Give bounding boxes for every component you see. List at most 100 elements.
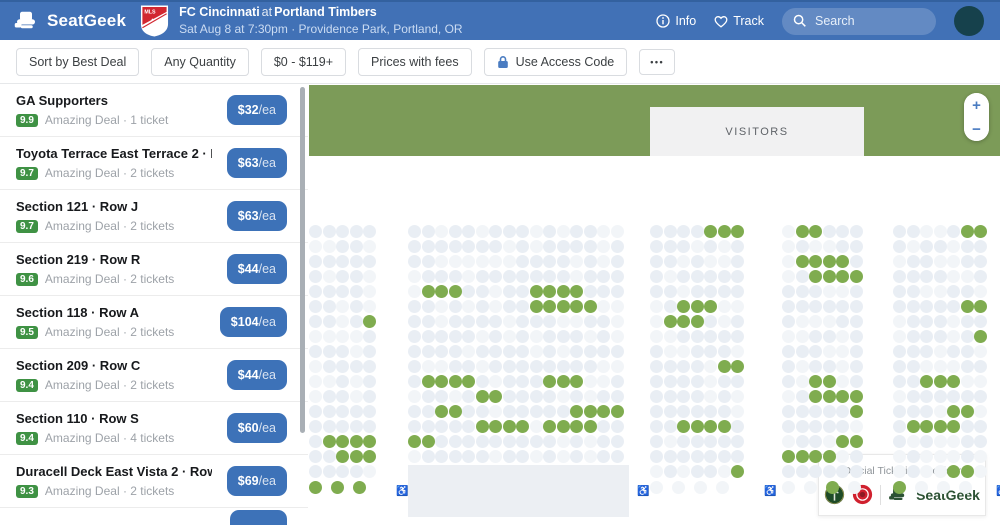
seat-dot[interactable] [836,435,849,448]
seat-dot[interactable] [836,390,849,403]
seat-dot[interactable] [974,330,987,343]
seat-dot[interactable] [349,435,363,448]
seat-dot[interactable] [421,375,435,388]
seat-dot[interactable] [809,225,822,238]
accessible-seat-dot[interactable] [331,481,344,494]
seat-dot[interactable] [947,420,960,433]
seat-dot[interactable] [704,225,717,238]
seat-dot[interactable] [849,405,863,418]
seat-dot[interactable] [435,285,448,298]
accessible-seat-dot[interactable] [353,481,366,494]
seat-dot[interactable] [822,270,836,283]
search-input[interactable]: Search [782,7,936,35]
seat-dot[interactable] [717,225,731,238]
seat-dot[interactable] [717,360,731,373]
seat-dot[interactable] [363,435,376,448]
price-button[interactable]: $60/ea [226,413,287,443]
seat-dot[interactable] [822,390,836,403]
listing-item-4[interactable]: Section 118 · Row A 9.5 Amazing Deal · 2 t… [0,296,308,349]
seat-dot[interactable] [677,420,690,433]
seat-dot[interactable] [489,390,502,403]
seat-dot[interactable] [933,375,947,388]
price-button[interactable]: $63/ea [226,201,287,231]
seat-section-1[interactable] [408,225,629,517]
seat-dot[interactable] [704,420,717,433]
seat-dot[interactable] [583,300,597,313]
seat-dot[interactable] [947,375,960,388]
seat-dot[interactable] [543,375,556,388]
seat-dot[interactable] [677,315,690,328]
seat-dot[interactable] [920,420,933,433]
seat-dot[interactable] [849,270,863,283]
seat-dot[interactable] [795,225,809,238]
seat-dot[interactable] [795,450,809,463]
seat-dot[interactable] [690,420,704,433]
seatgeek-logo[interactable]: SeatGeek [0,11,126,32]
seat-dot[interactable] [731,465,744,478]
seat-dot[interactable] [809,450,822,463]
seat-dot[interactable] [462,375,475,388]
seat-dot[interactable] [731,225,744,238]
seat-dot[interactable] [475,390,489,403]
seat-dot[interactable] [663,315,677,328]
seat-dot[interactable] [690,315,704,328]
seat-dot[interactable] [336,435,349,448]
seat-dot[interactable] [421,285,435,298]
seat-dot[interactable] [336,450,349,463]
seat-dot[interactable] [556,300,570,313]
seat-dot[interactable] [974,225,987,238]
listing-item-partial[interactable] [0,508,308,525]
seat-dot[interactable] [489,420,502,433]
seat-dot[interactable] [543,300,556,313]
seat-dot[interactable] [849,390,863,403]
seat-section-2[interactable] [650,225,751,496]
listing-item-1[interactable]: Toyota Terrace East Terrace 2 · Row D 9.7… [0,137,308,190]
filter-pill-price-range[interactable]: $0 - $119+ [260,47,347,76]
seat-map[interactable]: VISITORS Official Ticketing Provider [308,84,1000,525]
seat-dot[interactable] [822,450,836,463]
info-button[interactable]: Info [656,14,696,28]
seat-dot[interactable] [516,420,529,433]
general-admission-area[interactable] [408,465,629,517]
seat-section-3[interactable] [782,225,873,496]
seat-dot[interactable] [610,405,624,418]
price-button[interactable]: $44/ea [226,360,287,390]
listing-item-2[interactable]: Section 121 · Row J 9.7 Amazing Deal · 2 t… [0,190,308,243]
accessible-seat-dot[interactable] [893,481,906,494]
filter-pill-quantity[interactable]: Any Quantity [151,47,249,76]
seat-dot[interactable] [435,405,448,418]
seat-dot[interactable] [543,420,556,433]
seat-dot[interactable] [782,450,795,463]
seat-dot[interactable] [920,375,933,388]
seat-dot[interactable] [363,450,376,463]
seat-dot[interactable] [960,300,974,313]
seat-dot[interactable] [822,375,836,388]
seat-dot[interactable] [906,420,920,433]
seat-dot[interactable] [836,270,849,283]
seat-dot[interactable] [448,285,462,298]
seat-dot[interactable] [836,255,849,268]
price-button[interactable]: $104/ea [219,307,287,337]
seat-dot[interactable] [448,405,462,418]
seat-dot[interactable] [597,405,610,418]
accessible-seat-dot[interactable] [309,481,322,494]
filter-pill-access-code[interactable]: Use Access Code [483,47,628,76]
seat-dot[interactable] [960,225,974,238]
seat-dot[interactable] [570,300,583,313]
listing-item-5[interactable]: Section 209 · Row C 9.4 Amazing Deal · 2 t… [0,349,308,402]
price-button[interactable] [230,510,287,525]
seat-dot[interactable] [809,375,822,388]
seat-dot[interactable] [475,420,489,433]
seat-dot[interactable] [974,300,987,313]
seat-section-0[interactable] [309,225,388,496]
seat-dot[interactable] [677,300,690,313]
seat-dot[interactable] [690,300,704,313]
seat-dot[interactable] [849,435,863,448]
seat-dot[interactable] [556,285,570,298]
filter-pill-fees[interactable]: Prices with fees [358,47,472,76]
seat-dot[interactable] [960,405,974,418]
seat-dot[interactable] [717,420,731,433]
listing-item-7[interactable]: Duracell Deck East Vista 2 · Row A 9.3 Ama… [0,455,308,508]
seat-dot[interactable] [731,360,744,373]
seat-dot[interactable] [570,285,583,298]
